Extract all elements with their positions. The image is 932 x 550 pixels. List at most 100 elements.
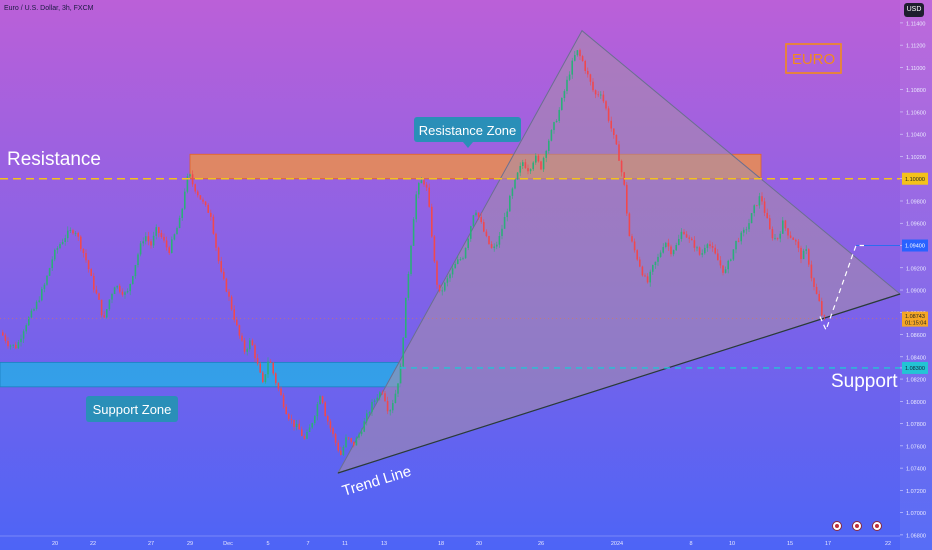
candle-body	[269, 361, 272, 363]
candle-body	[77, 232, 79, 237]
candle-body	[399, 366, 402, 384]
candle-body	[121, 291, 124, 295]
candle-body	[9, 345, 12, 347]
candle-body	[782, 220, 784, 234]
candle-body	[176, 228, 178, 235]
candle-body	[584, 61, 586, 71]
candle-body	[275, 373, 277, 384]
candle-body	[340, 450, 342, 456]
candle-body	[373, 400, 376, 402]
candle-body	[210, 212, 212, 217]
candle-body	[358, 434, 360, 438]
candle-body	[636, 250, 638, 260]
time-tick-label: 27	[148, 541, 154, 547]
candle-body	[262, 372, 264, 383]
candle-body	[308, 427, 311, 432]
candle-body	[311, 423, 313, 428]
candle-body	[693, 240, 696, 248]
candle-body	[483, 222, 485, 232]
candle-body	[730, 259, 732, 261]
candle-body	[347, 437, 350, 439]
price-tick-label: 1.07200	[906, 489, 926, 495]
candle-body	[667, 242, 670, 247]
candle-body	[789, 235, 792, 238]
candle-body	[59, 244, 61, 249]
candle-body	[589, 74, 592, 82]
candle-body	[197, 191, 199, 196]
candle-body	[181, 208, 183, 218]
candle-body	[389, 410, 391, 412]
candle-body	[579, 50, 581, 57]
candle-body	[475, 212, 477, 216]
candle-body	[353, 441, 355, 446]
candle-body	[98, 293, 100, 300]
candle-body	[722, 265, 724, 273]
candle-body	[82, 248, 85, 254]
price-tick-label: 1.06800	[906, 533, 926, 539]
candle-body	[259, 363, 261, 373]
candle-body	[717, 253, 719, 261]
candle-body	[620, 160, 623, 173]
price-tick-label: 1.07800	[906, 422, 926, 428]
candle-body	[249, 340, 251, 350]
candle-body	[449, 274, 451, 279]
candle-body	[600, 94, 602, 96]
candle-body	[787, 228, 789, 236]
candle-body	[797, 241, 800, 248]
price-tick-label: 1.11200	[906, 44, 925, 50]
candle-body	[334, 434, 337, 443]
event-flag-icon	[875, 524, 879, 528]
candle-body	[774, 237, 776, 239]
candle-body	[654, 261, 657, 265]
time-tick-label: 20	[476, 541, 482, 547]
candle-body	[462, 258, 464, 260]
candle-body	[155, 227, 157, 236]
candle-body	[529, 169, 532, 172]
candle-body	[293, 419, 295, 427]
candle-body	[17, 342, 20, 349]
candle-body	[605, 101, 607, 109]
time-tick-label: 2024	[611, 541, 623, 547]
candle-body	[410, 245, 412, 275]
candle-body	[345, 437, 347, 448]
candle-body	[657, 256, 659, 262]
candle-body	[189, 174, 191, 177]
time-tick-label: 7	[306, 541, 309, 547]
candle-body	[553, 122, 555, 131]
candle-body	[87, 260, 90, 270]
candle-body	[363, 421, 365, 432]
candle-body	[220, 261, 222, 272]
candle-body	[337, 442, 339, 451]
candle-body	[563, 91, 566, 99]
candle-body	[792, 237, 794, 240]
candle-body	[644, 275, 646, 277]
candle-body	[683, 231, 685, 235]
price-tick-label: 1.08000	[906, 400, 926, 406]
candle-body	[137, 254, 139, 265]
candle-body	[451, 268, 454, 275]
candle-body	[46, 275, 48, 285]
candle-body	[444, 282, 446, 291]
projection-path	[819, 244, 864, 332]
candle-body	[756, 205, 758, 207]
candle-body	[532, 162, 534, 170]
candle-body	[472, 215, 475, 227]
price-tick-label: 1.07600	[906, 444, 926, 450]
candle-body	[477, 212, 480, 218]
candle-body	[280, 388, 282, 396]
candle-body	[316, 404, 319, 417]
candle-body	[454, 263, 456, 269]
candle-body	[132, 276, 134, 284]
candle-body	[126, 291, 129, 293]
currency-button[interactable]: USD	[904, 3, 924, 17]
time-tick-label: 26	[538, 541, 544, 547]
candle-body	[514, 179, 516, 189]
candle-body	[548, 140, 550, 151]
price-tick-label: 1.07000	[906, 511, 926, 517]
candle-body	[25, 325, 27, 332]
candle-body	[813, 278, 815, 287]
candle-body	[4, 335, 7, 342]
candle-body	[761, 196, 763, 202]
price-tick-label: 1.09000	[906, 289, 926, 295]
candle-body	[511, 188, 514, 196]
